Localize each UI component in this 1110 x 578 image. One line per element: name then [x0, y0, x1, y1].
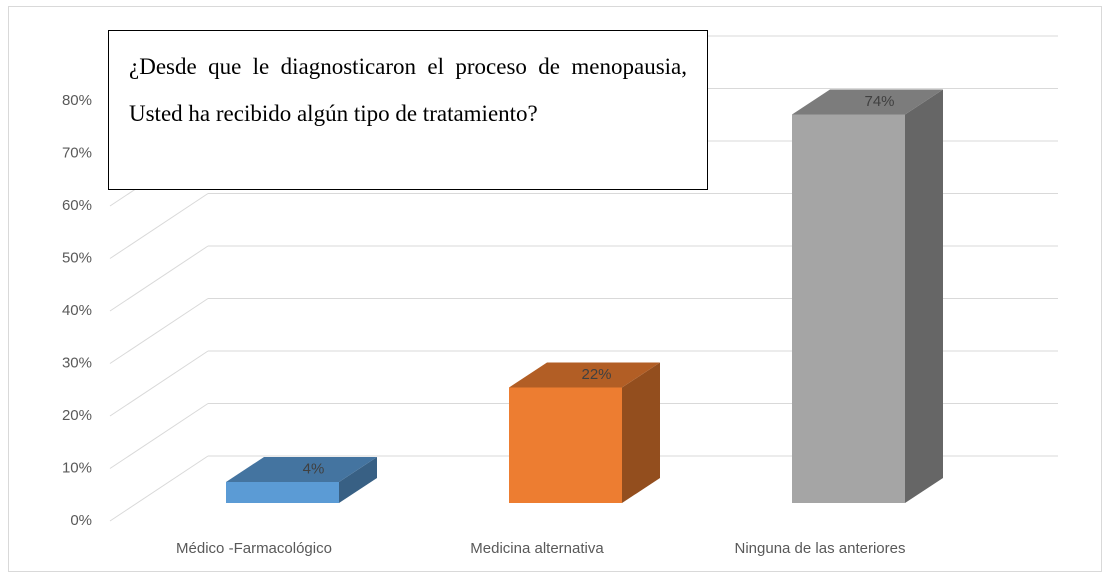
y-tick-label: 40% — [62, 302, 92, 319]
data-label: 74% — [864, 93, 894, 110]
bar-side — [905, 89, 943, 503]
grid-line — [109, 193, 209, 259]
bar-top — [792, 89, 943, 115]
y-tick-label: 50% — [62, 249, 92, 266]
y-tick-label: 0% — [70, 512, 92, 529]
bar — [509, 387, 622, 503]
data-label: 22% — [581, 366, 611, 383]
y-tick-label: 70% — [62, 144, 92, 161]
y-tick-label: 30% — [62, 354, 92, 371]
x-tick-label: Ninguna de las anteriores — [735, 540, 906, 557]
y-tick-label: 20% — [62, 407, 92, 424]
bar — [226, 482, 339, 503]
y-tick-label: 80% — [62, 92, 92, 109]
grid-line — [109, 455, 209, 522]
bar-top — [509, 362, 660, 388]
grid-line — [109, 245, 209, 312]
y-tick-label: 10% — [62, 459, 92, 476]
bar-side — [339, 457, 377, 503]
grid-line — [109, 403, 209, 469]
y-tick-label: 60% — [62, 197, 92, 214]
x-tick-label: Medicina alternativa — [470, 540, 604, 557]
chart-title: ¿Desde que le diagnosticaron el proceso … — [108, 30, 708, 190]
x-tick-label: Médico -Farmacológico — [176, 540, 332, 557]
data-label: 4% — [303, 460, 325, 477]
bar — [792, 114, 905, 503]
bar-top — [226, 457, 377, 482]
grid-line — [109, 350, 209, 417]
bar-side — [622, 362, 660, 503]
grid-line — [109, 298, 209, 364]
